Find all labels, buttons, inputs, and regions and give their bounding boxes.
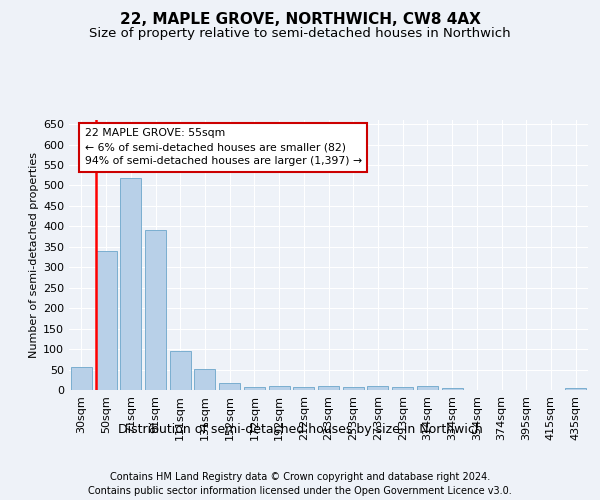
- Bar: [71, 366, 92, 390]
- Bar: [343, 386, 364, 390]
- Text: Contains public sector information licensed under the Open Government Licence v3: Contains public sector information licen…: [88, 486, 512, 496]
- Bar: [170, 351, 191, 390]
- Bar: [565, 388, 586, 390]
- Bar: [194, 368, 215, 390]
- Text: 22, MAPLE GROVE, NORTHWICH, CW8 4AX: 22, MAPLE GROVE, NORTHWICH, CW8 4AX: [119, 12, 481, 28]
- Y-axis label: Number of semi-detached properties: Number of semi-detached properties: [29, 152, 39, 358]
- Text: Size of property relative to semi-detached houses in Northwich: Size of property relative to semi-detach…: [89, 28, 511, 40]
- Text: Distribution of semi-detached houses by size in Northwich: Distribution of semi-detached houses by …: [118, 422, 482, 436]
- Bar: [145, 230, 166, 390]
- Text: Contains HM Land Registry data © Crown copyright and database right 2024.: Contains HM Land Registry data © Crown c…: [110, 472, 490, 482]
- Bar: [120, 178, 141, 390]
- Bar: [293, 386, 314, 390]
- Bar: [367, 386, 388, 390]
- Bar: [269, 386, 290, 390]
- Text: 22 MAPLE GROVE: 55sqm
← 6% of semi-detached houses are smaller (82)
94% of semi-: 22 MAPLE GROVE: 55sqm ← 6% of semi-detac…: [85, 128, 362, 166]
- Bar: [95, 251, 116, 390]
- Bar: [392, 386, 413, 390]
- Bar: [417, 386, 438, 390]
- Bar: [442, 388, 463, 390]
- Bar: [244, 386, 265, 390]
- Bar: [219, 382, 240, 390]
- Bar: [318, 386, 339, 390]
